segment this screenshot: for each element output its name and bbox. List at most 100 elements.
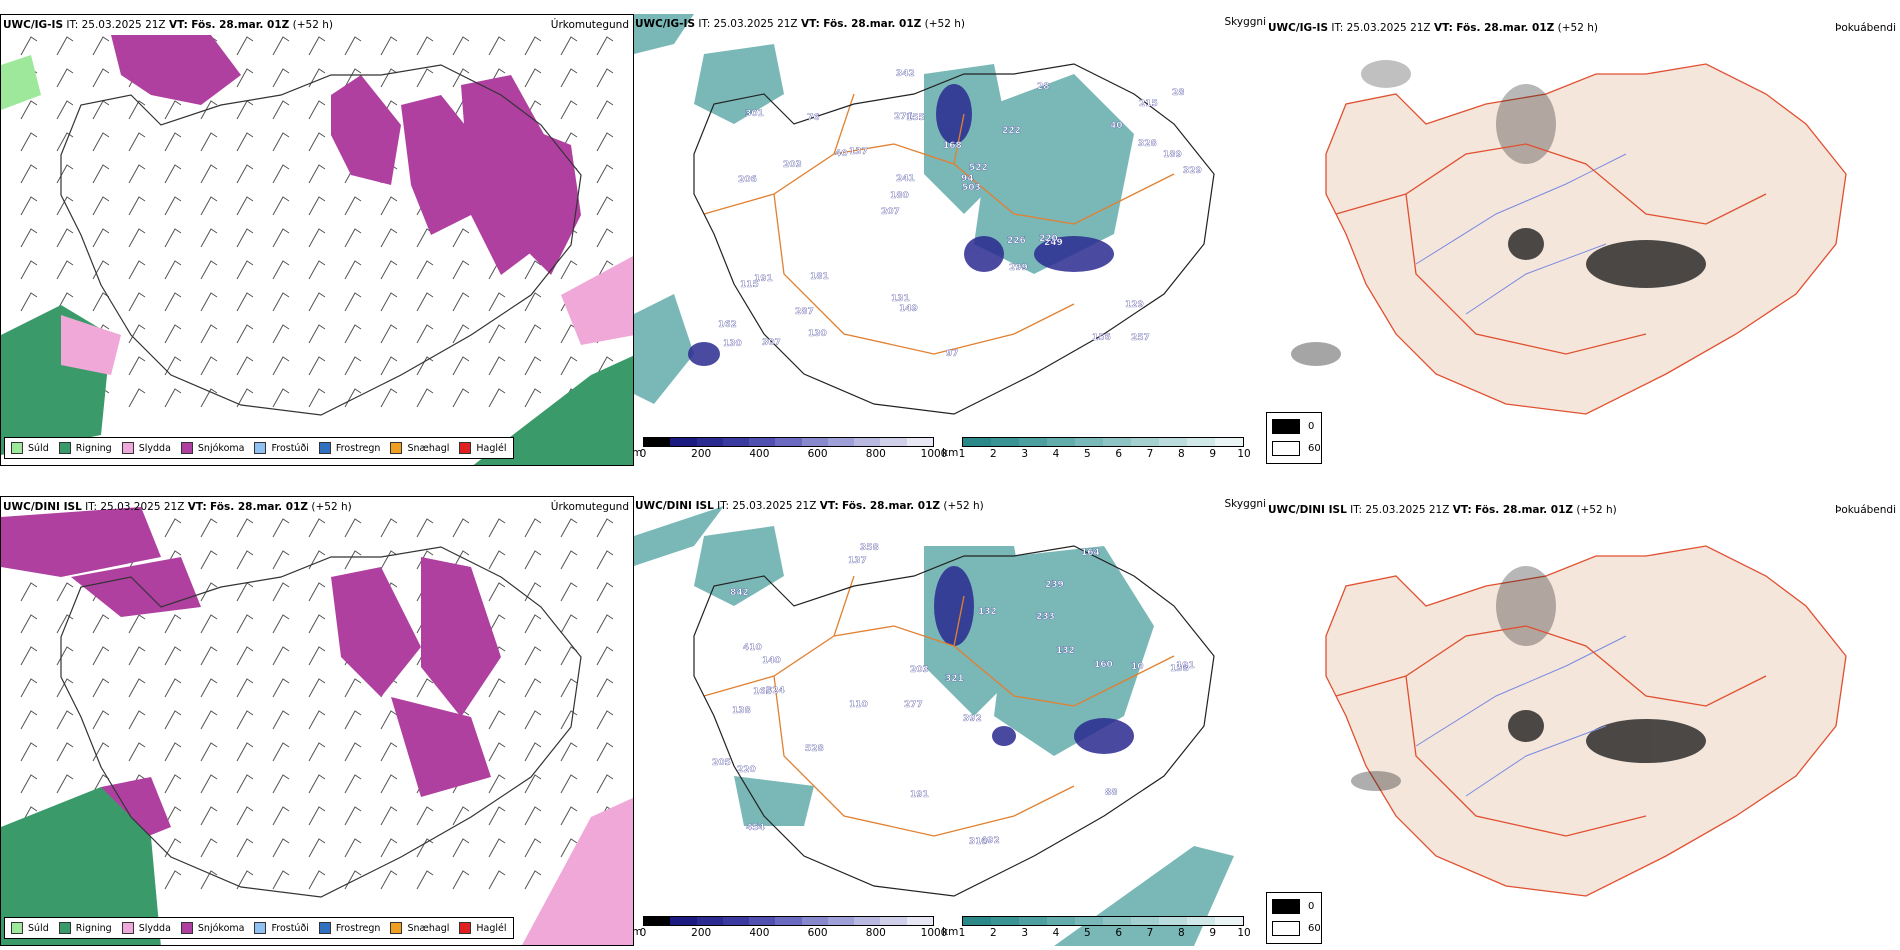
colorbar-segment: [696, 438, 723, 446]
wind-barb: [272, 132, 290, 152]
wind-barb: [380, 774, 398, 794]
wind-barb: [272, 260, 290, 280]
iceland-outline: [693, 545, 1215, 897]
roads: [1335, 143, 1767, 355]
wind-barb: [344, 324, 362, 344]
wind-barb: [164, 196, 182, 216]
wind-barb: [344, 870, 362, 890]
visibility-colorbar: km 1 2 3 4 5 6 7 8 9 10: [942, 437, 1251, 461]
legend-item: Snjókoma: [180, 922, 244, 934]
legend-item: Frostregn: [318, 442, 380, 454]
colorbar-segment: [1159, 438, 1187, 446]
colorbar-strip: [962, 916, 1244, 926]
wind-barb: [92, 710, 110, 730]
legend-label: Snæhagl: [407, 922, 450, 934]
colorbar-segment: [1047, 438, 1075, 446]
wind-barb: [20, 164, 38, 184]
wind-barb: [56, 646, 74, 666]
wind-barb: [200, 100, 218, 120]
precip-legend: Súld Rigning Slydda Snjókoma Frostúði Frostre…: [4, 917, 514, 939]
cloudbase-value-label: 220: [1039, 234, 1058, 244]
cloudbase-value-label: 307: [762, 338, 781, 348]
fog-legend: 0 60: [1266, 892, 1322, 944]
cloudbase-value-label: 162: [718, 320, 737, 330]
wind-barb: [308, 292, 326, 312]
wind-barb: [416, 518, 434, 538]
visibility-panel-dini: 358 239 138 277 392 324 842 233 138 132 321 454 137 1…: [634, 496, 1266, 946]
legend-label: Rigning: [75, 922, 112, 934]
legend-item: Frostúði: [254, 442, 309, 454]
colorbar-segment: [1019, 917, 1047, 925]
wind-barb: [272, 356, 290, 376]
wind-barb: [344, 388, 362, 408]
wind-barb: [236, 388, 254, 408]
wind-barb: [596, 196, 614, 216]
cloudbase-value-label: 110: [849, 700, 868, 710]
colorbar-segment: [749, 917, 776, 925]
wind-barb: [560, 260, 578, 280]
wind-barb: [56, 228, 74, 248]
wind-barb: [596, 164, 614, 184]
wind-barb: [20, 710, 38, 730]
wind-barb: [272, 710, 290, 730]
legend-item: Snæhagl: [390, 922, 449, 934]
wind-barb: [452, 550, 470, 570]
legend-swatch: [390, 442, 403, 454]
colorbar-segment: [854, 917, 881, 925]
cloudbase-value-label: 206: [738, 175, 757, 185]
colorbar-segment: [1047, 917, 1075, 925]
wind-barb: [20, 100, 38, 120]
legend-label: Slydda: [138, 442, 171, 454]
wind-barb: [524, 806, 542, 826]
wind-barb: [200, 742, 218, 762]
cloudbase-value-label: 503: [962, 183, 981, 193]
wind-barb: [200, 582, 218, 602]
cloudbase-value-label: 321: [945, 674, 964, 684]
colorbar-segment: [722, 438, 750, 446]
colorbar-tick: 6: [1115, 927, 1122, 939]
precip-type-panel-dini: UWC/DINI ISL IT: 25.03.2025 21Z VT: Fös.…: [0, 496, 634, 946]
legend-swatch: [318, 442, 331, 454]
wind-barb: [236, 292, 254, 312]
wind-barb: [92, 678, 110, 698]
cloudbase-value-label: 189: [1163, 150, 1182, 160]
wind-barb: [308, 260, 326, 280]
cloudbase-value-label: 138: [732, 706, 751, 716]
cloudbase-value-label: 130: [808, 329, 827, 339]
wind-barb: [56, 710, 74, 730]
wind-barb: [164, 614, 182, 634]
cloudbase-value-label: 181: [810, 272, 829, 282]
legend-swatch: [254, 922, 267, 934]
wind-barb: [488, 324, 506, 344]
wind-barb: [416, 36, 434, 56]
wind-barb: [200, 838, 218, 858]
legend-swatch: [390, 922, 403, 934]
wind-barb: [164, 260, 182, 280]
wind-barb: [20, 742, 38, 762]
legend-item: Haglél: [459, 442, 507, 454]
wind-barb: [164, 870, 182, 890]
colorbar-segment: [644, 438, 671, 446]
wind-barb: [128, 196, 146, 216]
wind-barb: [236, 68, 254, 88]
colorbar-tick: 7: [1146, 448, 1154, 460]
wind-barb: [56, 132, 74, 152]
colorbar-tick: 2: [989, 448, 997, 460]
cloudbase-value-label: 149: [899, 304, 918, 314]
wind-barb: [380, 324, 398, 344]
wind-barb: [560, 582, 578, 602]
wind-barb: [92, 100, 110, 120]
colorbar-segment: [749, 438, 776, 446]
cloudbase-value-label: 180: [890, 191, 909, 201]
colorbar-tick: 600: [807, 448, 828, 460]
colorbar-segment: [827, 438, 855, 446]
wind-barb: [164, 646, 182, 666]
colorbar-strip: [643, 437, 934, 447]
wind-barb: [344, 806, 362, 826]
wind-barb: [596, 518, 614, 538]
wind-barb: [56, 292, 74, 312]
legend-item: Frostregn: [318, 922, 380, 934]
wind-barb: [344, 550, 362, 570]
wind-barb: [236, 100, 254, 120]
precip-rain-areas: [1, 787, 161, 945]
